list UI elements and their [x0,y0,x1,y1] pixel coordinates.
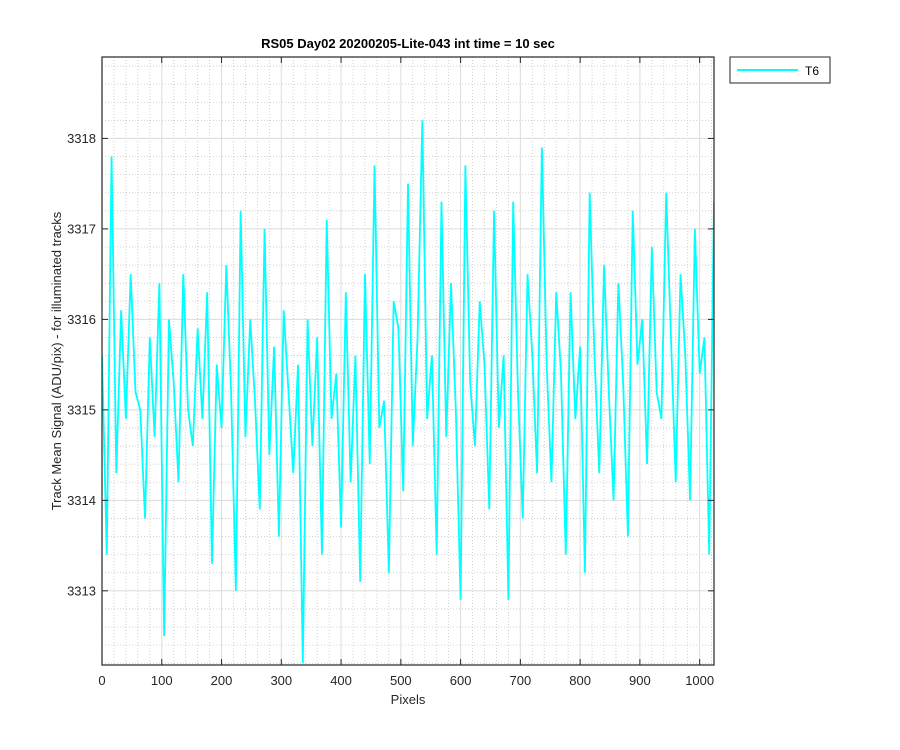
x-tick-label: 1000 [685,673,714,688]
y-axis-label: Track Mean Signal (ADU/pix) - for illumi… [49,211,64,510]
x-tick-label: 400 [330,673,352,688]
y-tick-label: 3316 [67,312,96,327]
y-tick-label: 3315 [67,402,96,417]
series-line-t6 [102,120,714,664]
x-tick-label: 800 [569,673,591,688]
x-tick-label: 600 [450,673,472,688]
y-tick-label: 3314 [67,493,96,508]
x-axis-ticks: 0 100 200 300 400 500 600 700 800 900 1000 [98,57,714,688]
y-tick-label: 3318 [67,131,96,146]
x-tick-label: 200 [211,673,233,688]
y-tick-label: 3313 [67,583,96,598]
legend: T6 [729,56,831,84]
x-tick-label: 300 [270,673,292,688]
x-tick-label: 100 [151,673,173,688]
y-tick-label: 3317 [67,221,96,236]
x-axis-label: Pixels [391,692,426,707]
legend-label-t6: T6 [805,64,819,78]
y-axis-ticks: 3313 3314 3315 3316 3317 3318 [67,131,714,598]
x-tick-label: 0 [98,673,105,688]
x-tick-label: 500 [390,673,412,688]
x-tick-label: 900 [629,673,651,688]
x-tick-label: 700 [510,673,532,688]
series-layer [102,120,714,664]
plot-border [101,56,715,666]
chart-title: RS05 Day02 20200205-Lite-043 int time = … [261,36,555,51]
